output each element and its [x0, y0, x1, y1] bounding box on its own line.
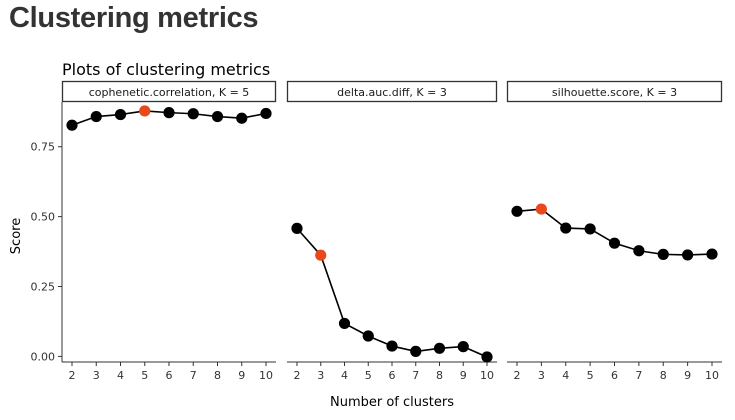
data-point	[236, 112, 248, 124]
facet-strip	[506, 80, 723, 103]
y-tick-label: 0.25	[31, 281, 56, 294]
y-tick-label: 0.00	[31, 350, 56, 363]
chart-title: Plots of clustering metrics	[62, 60, 270, 79]
highlight-point	[139, 105, 151, 117]
highlight-point	[315, 249, 327, 261]
x-tick-label: 5	[365, 369, 372, 382]
x-tick-label: 5	[141, 369, 148, 382]
highlight-point	[535, 203, 547, 215]
y-tick-label: 0.50	[31, 211, 56, 224]
data-point	[386, 340, 398, 352]
data-point	[260, 107, 272, 120]
x-tick-label: 8	[214, 369, 221, 382]
x-tick-label: 5	[587, 369, 594, 382]
facet-strip-label: cophenetic.correlation, K = 5	[89, 86, 250, 99]
x-tick-label: 2	[294, 369, 301, 382]
x-tick-label: 6	[166, 369, 173, 382]
data-point	[682, 249, 694, 261]
x-tick-label: 4	[562, 369, 569, 382]
data-point	[362, 330, 374, 342]
series-line	[296, 227, 488, 358]
x-tick-label: 7	[412, 369, 419, 382]
x-tick-label: 7	[190, 369, 197, 382]
data-point	[433, 342, 446, 354]
x-tick-label: 4	[117, 369, 124, 382]
data-point	[211, 110, 224, 123]
x-tick-label: 9	[238, 369, 245, 382]
data-point	[338, 317, 351, 330]
y-axis-label: Score	[9, 218, 24, 254]
x-tick-label: 2	[514, 369, 521, 382]
data-point	[90, 110, 102, 123]
data-point	[291, 222, 303, 234]
data-point	[657, 248, 669, 260]
data-point	[560, 222, 572, 234]
x-axis-label: Number of clusters	[330, 395, 454, 410]
x-tick-label: 6	[611, 369, 618, 382]
x-tick-label: 7	[635, 369, 642, 382]
x-tick-label: 9	[460, 369, 467, 382]
x-tick-label: 3	[93, 369, 100, 382]
x-tick-label: 8	[436, 369, 443, 382]
x-tick-label: 9	[684, 369, 691, 382]
data-point	[410, 345, 422, 357]
data-point	[163, 107, 175, 119]
data-point	[511, 205, 523, 217]
facet-panels: 0.00 0.25 0.50 0.75 cophenetic.correlation, …	[31, 80, 723, 382]
x-tick-label: 3	[538, 369, 545, 382]
data-point	[584, 223, 596, 235]
x-tick-label: 6	[389, 369, 396, 382]
data-point	[457, 341, 469, 353]
y-tick-label: 0.75	[31, 141, 56, 154]
data-point	[187, 108, 199, 120]
facet-strip	[61, 80, 277, 103]
x-tick-label: 10	[259, 369, 273, 382]
data-point	[481, 351, 493, 363]
x-tick-label: 8	[660, 369, 667, 382]
data-point	[706, 248, 718, 260]
data-point	[66, 119, 78, 131]
data-point	[114, 108, 127, 121]
page-title: Clustering metrics	[9, 2, 259, 34]
x-tick-label: 10	[480, 369, 494, 382]
x-tick-label: 10	[705, 369, 719, 382]
data-point	[633, 245, 645, 257]
data-point	[608, 237, 621, 249]
facet-strip-label: delta.auc.diff, K = 3	[337, 86, 447, 99]
x-tick-label: 2	[69, 369, 76, 382]
x-tick-label: 3	[317, 369, 324, 382]
facet-strip-label: silhouette.score, K = 3	[552, 86, 677, 99]
facet-strip	[286, 80, 498, 103]
x-tick-label: 4	[341, 369, 348, 382]
